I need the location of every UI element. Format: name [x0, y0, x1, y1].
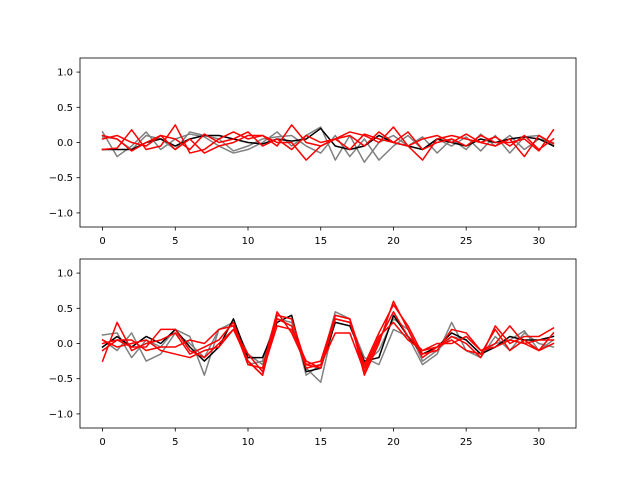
x-tick-label: 30: [533, 236, 546, 247]
series-line-4: [101, 311, 555, 376]
x-tick-label: 20: [387, 236, 400, 247]
y-tick-label: −1.0: [49, 409, 73, 420]
x-tick-label: 0: [99, 236, 105, 247]
x-tick-label: 15: [314, 236, 327, 247]
x-tick-label: 0: [99, 437, 105, 448]
x-tick-label: 20: [387, 437, 400, 448]
series-line-2: [101, 127, 555, 151]
y-tick-label: 0.0: [57, 339, 73, 350]
top-subplot: 0 5 10 15 20 25 30 −1.0 −0.5 0.0 0.5 1.0: [49, 57, 577, 247]
series-line-6: [101, 304, 555, 373]
bottom-subplot: 0 5 10 15 20 25 30 −1.0 −0.5 0.0 0.5 1.0: [49, 258, 577, 448]
y-tick-label: 0.5: [57, 103, 73, 114]
x-tick-label: 25: [460, 437, 473, 448]
x-tick-label: 10: [242, 236, 255, 247]
series-line-1: [101, 131, 555, 161]
y-tick-label: −1.0: [49, 208, 73, 219]
series-group: [101, 124, 555, 163]
x-tick-label: 15: [314, 437, 327, 448]
series-group: [101, 300, 555, 383]
x-tick-label: 25: [460, 236, 473, 247]
x-tick-label: 30: [533, 437, 546, 448]
y-tick-label: 0.0: [57, 138, 73, 149]
y-tick-label: 0.5: [57, 304, 73, 315]
series-line-5: [101, 128, 555, 161]
x-tick-label: 5: [172, 437, 178, 448]
y-tick-label: −0.5: [49, 374, 73, 385]
y-tick-label: −0.5: [49, 173, 73, 184]
x-tick-label: 10: [242, 437, 255, 448]
y-tick-label: 1.0: [57, 68, 73, 79]
series-line-4: [101, 131, 555, 161]
y-tick-label: 1.0: [57, 269, 73, 280]
x-tick-label: 5: [172, 236, 178, 247]
series-line-3: [101, 300, 555, 376]
